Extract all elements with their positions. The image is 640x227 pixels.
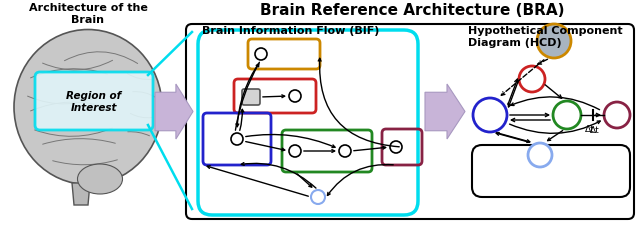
Circle shape bbox=[289, 145, 301, 157]
Circle shape bbox=[604, 103, 630, 128]
Text: Δt: Δt bbox=[585, 124, 595, 133]
FancyBboxPatch shape bbox=[198, 31, 418, 215]
Circle shape bbox=[289, 91, 301, 103]
Text: Δt: Δt bbox=[589, 126, 600, 134]
Circle shape bbox=[339, 145, 351, 157]
Polygon shape bbox=[155, 85, 193, 139]
Ellipse shape bbox=[77, 164, 122, 194]
Polygon shape bbox=[425, 85, 465, 139]
Circle shape bbox=[528, 143, 552, 167]
Circle shape bbox=[537, 25, 571, 59]
FancyBboxPatch shape bbox=[242, 90, 260, 106]
Circle shape bbox=[255, 49, 267, 61]
Text: Brain Reference Architecture (BRA): Brain Reference Architecture (BRA) bbox=[260, 3, 564, 18]
Text: Region of
Interest: Region of Interest bbox=[67, 91, 122, 112]
Circle shape bbox=[390, 141, 402, 153]
Text: Hypothetical Component
Diagram (HCD): Hypothetical Component Diagram (HCD) bbox=[468, 26, 623, 47]
Circle shape bbox=[311, 190, 325, 204]
Circle shape bbox=[553, 101, 581, 129]
Circle shape bbox=[231, 133, 243, 145]
Ellipse shape bbox=[14, 30, 162, 185]
Polygon shape bbox=[72, 183, 90, 205]
FancyBboxPatch shape bbox=[186, 25, 634, 219]
FancyBboxPatch shape bbox=[35, 73, 153, 131]
Circle shape bbox=[473, 99, 507, 132]
Circle shape bbox=[519, 67, 545, 93]
Text: Brain Information Flow (BIF): Brain Information Flow (BIF) bbox=[202, 26, 380, 36]
Text: Architecture of the
Brain: Architecture of the Brain bbox=[29, 3, 147, 25]
